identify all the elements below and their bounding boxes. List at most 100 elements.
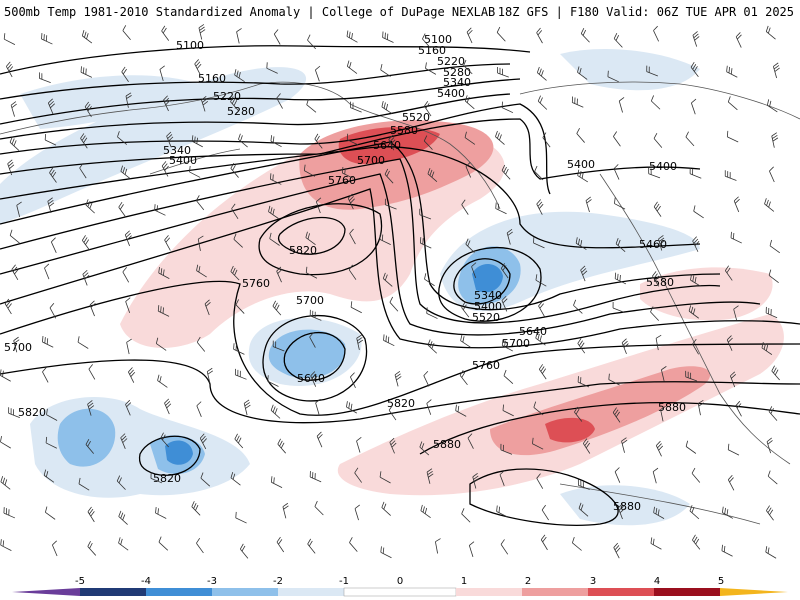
wind-barb bbox=[652, 467, 659, 484]
wind-barb bbox=[305, 231, 316, 245]
colorbar-label: 5 bbox=[718, 576, 724, 587]
wind-barb bbox=[354, 467, 363, 483]
wind-barb bbox=[463, 59, 473, 75]
colorbar-arrow-low bbox=[12, 588, 80, 596]
wind-barb bbox=[9, 136, 20, 151]
anomaly-core-cold-low bbox=[268, 329, 346, 379]
wind-barb bbox=[612, 302, 625, 313]
wind-barb bbox=[577, 338, 586, 354]
wind-barb bbox=[49, 303, 57, 319]
wind-barb bbox=[43, 469, 55, 483]
contour-label: 5340 bbox=[474, 289, 502, 302]
wind-barb bbox=[427, 168, 438, 183]
wind-barb bbox=[42, 335, 54, 348]
wind-barb bbox=[614, 272, 627, 285]
wind-barb bbox=[419, 208, 432, 220]
contour-label: 5820 bbox=[153, 472, 181, 485]
wind-barb bbox=[161, 25, 170, 41]
wind-barb bbox=[773, 62, 780, 79]
wind-barb bbox=[576, 128, 585, 143]
wind-barb bbox=[613, 33, 623, 48]
wind-barb bbox=[536, 473, 544, 489]
coastline-west-coast bbox=[599, 173, 791, 465]
wind-barb bbox=[614, 467, 621, 483]
wind-barb bbox=[356, 334, 364, 351]
wind-barb bbox=[423, 135, 433, 150]
contour-label: 5700 bbox=[296, 294, 324, 307]
wind-barb bbox=[653, 25, 660, 42]
contour-label: 5340 bbox=[163, 144, 191, 157]
wind-barb bbox=[724, 170, 737, 181]
contour-label: 5580 bbox=[646, 276, 674, 289]
colorbar-segment bbox=[212, 588, 278, 596]
wind-barb bbox=[81, 235, 90, 251]
wind-barb bbox=[11, 264, 19, 280]
wind-barb bbox=[230, 471, 241, 486]
wind-barb bbox=[767, 470, 778, 485]
anomaly-peak-cold-coast bbox=[472, 264, 503, 293]
wind-barb bbox=[44, 263, 50, 280]
wind-barb bbox=[471, 262, 477, 278]
wind-barb bbox=[685, 440, 697, 454]
contour-label: 5400 bbox=[649, 160, 677, 173]
wind-barb bbox=[270, 476, 283, 488]
wind-barb bbox=[466, 27, 473, 44]
wind-barb bbox=[118, 537, 129, 551]
colorbar-label: 4 bbox=[654, 576, 660, 587]
wind-barb bbox=[655, 440, 664, 457]
wind-barb bbox=[379, 233, 391, 245]
contour-5340-coast-low bbox=[453, 258, 511, 305]
wind-barb bbox=[536, 199, 544, 215]
wind-barb bbox=[0, 435, 11, 449]
colorbar-segment bbox=[456, 588, 522, 596]
contour-5160 bbox=[0, 63, 511, 100]
wind-barb bbox=[3, 507, 16, 519]
title-bar: 500mb Temp 1981-2010 Standardized Anomal… bbox=[0, 0, 800, 24]
wind-barb bbox=[769, 166, 775, 183]
contour-label: 5220 bbox=[437, 55, 465, 68]
wind-barb bbox=[653, 201, 662, 217]
anomaly-area-cold-north bbox=[20, 75, 200, 129]
wind-barb bbox=[307, 538, 316, 554]
wind-barb bbox=[652, 271, 660, 287]
wind-barb bbox=[650, 95, 661, 110]
wind-barb bbox=[382, 31, 394, 43]
contour-label: 5760 bbox=[328, 174, 356, 187]
wind-barb bbox=[726, 130, 739, 143]
contour-label: 5460 bbox=[639, 238, 667, 251]
coastline-alaska bbox=[0, 81, 501, 210]
wind-barb bbox=[45, 436, 57, 449]
colorbar-label: -4 bbox=[141, 576, 151, 587]
wind-barb bbox=[381, 100, 393, 114]
wind-barb bbox=[765, 306, 778, 319]
wind-barb bbox=[388, 134, 396, 151]
anomaly-area-cold-ne bbox=[560, 49, 700, 91]
colorbar-segments bbox=[12, 587, 788, 597]
height-contours bbox=[0, 45, 800, 526]
wind-barb bbox=[196, 264, 207, 278]
contour-label: 5700 bbox=[357, 154, 385, 167]
colorbar-label: -3 bbox=[207, 576, 217, 587]
wind-barb bbox=[608, 373, 620, 386]
wind-barb bbox=[496, 505, 508, 518]
wind-barb bbox=[500, 263, 509, 279]
wind-barb bbox=[692, 31, 700, 47]
contour-label: 5280 bbox=[227, 105, 255, 118]
wind-barb bbox=[646, 65, 659, 77]
wind-barb bbox=[234, 69, 245, 83]
wind-barb bbox=[685, 370, 698, 382]
wind-barb bbox=[542, 132, 551, 148]
wind-barb bbox=[87, 506, 95, 523]
wind-barb bbox=[729, 371, 737, 388]
colorbar-label: 3 bbox=[590, 576, 596, 587]
wind-barb bbox=[727, 443, 740, 456]
wind-barb bbox=[356, 436, 362, 453]
wind-barb bbox=[419, 237, 432, 249]
wind-barb bbox=[394, 370, 402, 387]
wind-barb bbox=[346, 401, 358, 414]
wind-barb bbox=[158, 536, 169, 551]
wind-barb bbox=[685, 131, 695, 147]
wind-barb bbox=[124, 230, 132, 247]
wind-barb bbox=[653, 506, 665, 519]
wind-barb bbox=[348, 264, 357, 280]
